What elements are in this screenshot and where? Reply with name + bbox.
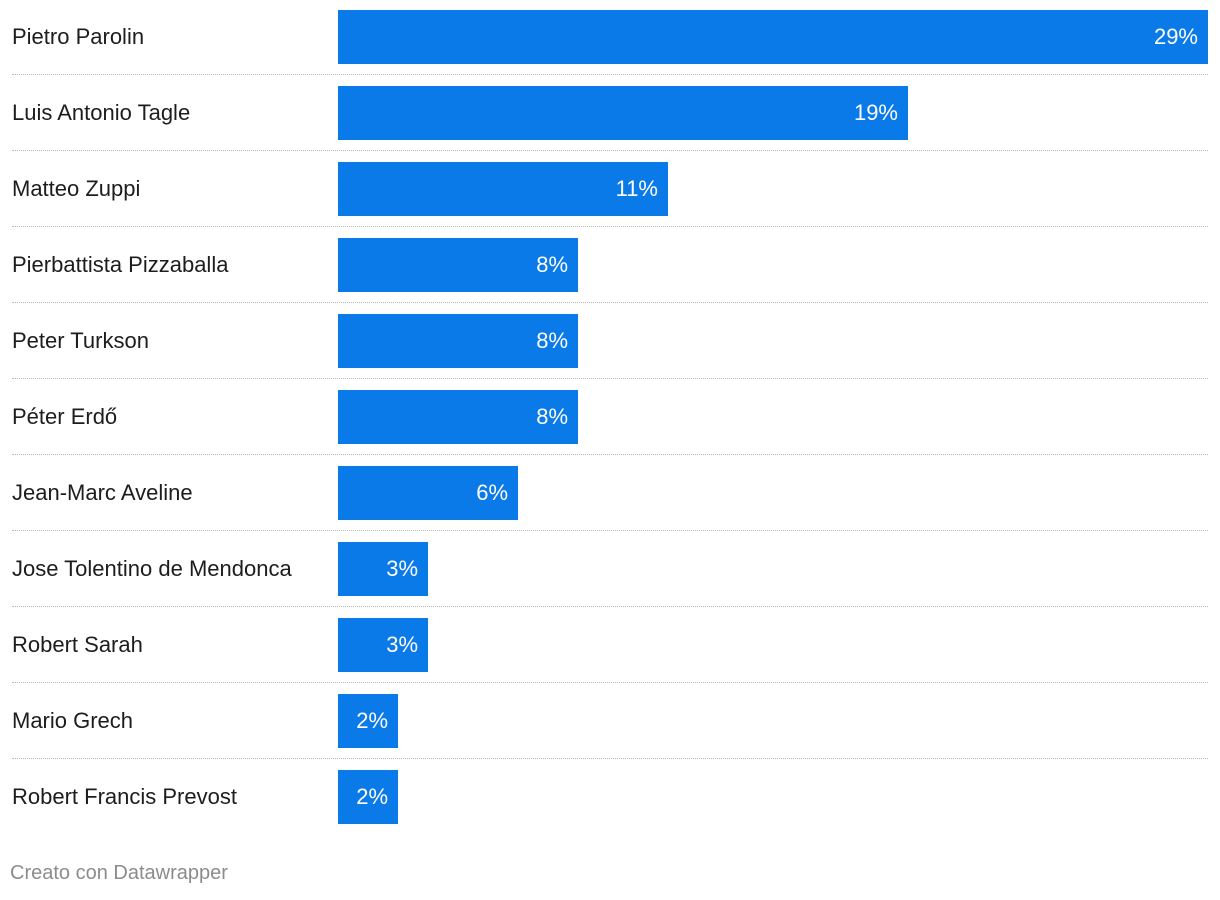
bar-chart: Pietro Parolin 29% Luis Antonio Tagle 19% Ma…: [0, 10, 1220, 824]
bar-value-label: 3%: [386, 632, 418, 657]
category-label: Mario Grech: [12, 708, 134, 733]
row-divider: [12, 150, 1208, 151]
bar: 3%: [338, 542, 428, 596]
bar-value-label: 3%: [386, 556, 418, 581]
bar-value-label: 11%: [615, 176, 658, 201]
bar-row: Robert Sarah 3%: [0, 618, 1220, 694]
bar-row: Pietro Parolin 29%: [0, 10, 1220, 86]
bar: 11%: [338, 162, 668, 216]
bar-row: Mario Grech 2%: [0, 694, 1220, 770]
bar: 29%: [338, 10, 1208, 64]
bar-value-label: 2%: [356, 708, 388, 733]
category-label: Robert Sarah: [12, 632, 143, 657]
bar-value-label: 6%: [476, 480, 508, 505]
category-label: Jean-Marc Aveline: [12, 480, 193, 505]
category-label: Robert Francis Prevost: [12, 784, 237, 809]
bar: 8%: [338, 390, 578, 444]
category-label: Matteo Zuppi: [12, 176, 141, 201]
row-divider: [12, 302, 1208, 303]
row-divider: [12, 378, 1208, 379]
row-divider: [12, 74, 1208, 75]
bar-row: Matteo Zuppi 11%: [0, 162, 1220, 238]
bar-row: Peter Turkson 8%: [0, 314, 1220, 390]
row-divider: [12, 606, 1208, 607]
bar-row: Péter Erdő 8%: [0, 390, 1220, 466]
category-label: Pietro Parolin: [12, 24, 145, 49]
bar-value-label: 8%: [536, 328, 568, 353]
bar-value-label: 8%: [536, 252, 568, 277]
row-divider: [12, 454, 1208, 455]
category-label: Jose Tolentino de Mendonca: [12, 556, 292, 581]
row-divider: [12, 226, 1208, 227]
bar-row: Luis Antonio Tagle 19%: [0, 86, 1220, 162]
bar-row: Robert Francis Prevost 2%: [0, 770, 1220, 846]
bar-value-label: 19%: [853, 100, 898, 125]
bar: 19%: [338, 86, 908, 140]
credit-footer: Creato con Datawrapper: [10, 862, 228, 884]
bar-value-label: 29%: [1153, 24, 1198, 49]
bar-row: Pierbattista Pizzaballa 8%: [0, 238, 1220, 314]
bar-row: Jean-Marc Aveline 6%: [0, 466, 1220, 542]
row-divider: [12, 530, 1208, 531]
bar: 2%: [338, 770, 398, 824]
row-divider: [12, 758, 1208, 759]
category-label: Peter Turkson: [12, 328, 149, 353]
bar: 6%: [338, 466, 518, 520]
bar: 8%: [338, 314, 578, 368]
bar-row: Jose Tolentino de Mendonca 3%: [0, 542, 1220, 618]
bar: 8%: [338, 238, 578, 292]
row-divider: [12, 682, 1208, 683]
bar-value-label: 2%: [356, 784, 388, 809]
category-label: Pierbattista Pizzaballa: [12, 252, 229, 277]
bar: 3%: [338, 618, 428, 672]
category-label: Luis Antonio Tagle: [12, 100, 191, 125]
bar-value-label: 8%: [536, 404, 568, 429]
category-label: Péter Erdő: [12, 404, 118, 429]
bar: 2%: [338, 694, 398, 748]
